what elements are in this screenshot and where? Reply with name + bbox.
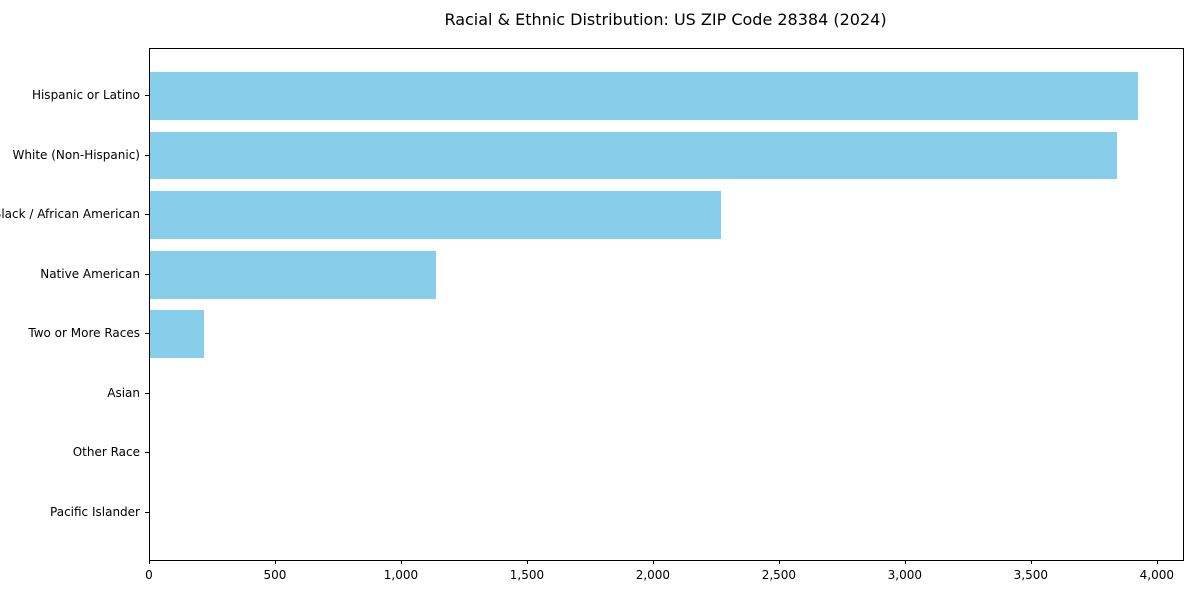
x-tick-label: 4,000 bbox=[1139, 568, 1174, 582]
bar bbox=[150, 250, 436, 299]
bar bbox=[150, 310, 205, 359]
x-tick-label: 2,500 bbox=[761, 568, 797, 582]
y-tick-mark bbox=[145, 273, 149, 275]
plot-area bbox=[149, 48, 1184, 561]
x-tick-mark bbox=[1156, 560, 1158, 564]
x-tick-label: 3,500 bbox=[1013, 568, 1049, 582]
y-tick-label: Hispanic or Latino bbox=[31, 88, 140, 103]
x-tick-label: 1,000 bbox=[383, 568, 419, 582]
bar bbox=[150, 131, 1118, 180]
y-tick-label: Pacific Islander bbox=[50, 504, 140, 519]
y-tick-mark bbox=[145, 214, 149, 216]
y-tick-mark bbox=[145, 95, 149, 97]
y-tick-label: Other Race bbox=[72, 445, 140, 460]
y-tick-mark bbox=[145, 452, 149, 454]
y-tick-mark bbox=[145, 392, 149, 394]
x-tick-mark bbox=[778, 560, 780, 564]
x-tick-mark bbox=[149, 560, 150, 564]
x-tick-label: 1,500 bbox=[509, 568, 545, 582]
y-tick-mark bbox=[145, 511, 149, 513]
y-tick-mark bbox=[145, 333, 149, 335]
x-tick-mark bbox=[526, 560, 528, 564]
x-tick-mark bbox=[1030, 560, 1032, 564]
bar bbox=[150, 191, 721, 239]
x-tick-mark bbox=[652, 560, 654, 564]
chart-title: Racial & Ethnic Distribution: US ZIP Cod… bbox=[444, 10, 887, 29]
y-tick-label: Two or More Races bbox=[28, 326, 140, 341]
x-tick-label: 500 bbox=[263, 568, 287, 582]
x-tick-label: 0 bbox=[145, 568, 153, 582]
y-tick-label: Native American bbox=[40, 266, 140, 281]
x-tick-label: 2,000 bbox=[635, 568, 671, 582]
y-tick-label: Asian bbox=[107, 385, 140, 400]
bar bbox=[150, 72, 1138, 120]
y-tick-label: Black / African American bbox=[0, 207, 140, 222]
y-tick-mark bbox=[145, 154, 149, 156]
x-tick-mark bbox=[904, 560, 906, 564]
x-tick-mark bbox=[400, 560, 402, 564]
x-tick-mark bbox=[274, 560, 276, 564]
x-tick-label: 3,000 bbox=[887, 568, 923, 582]
y-tick-label: White (Non-Hispanic) bbox=[12, 147, 140, 162]
